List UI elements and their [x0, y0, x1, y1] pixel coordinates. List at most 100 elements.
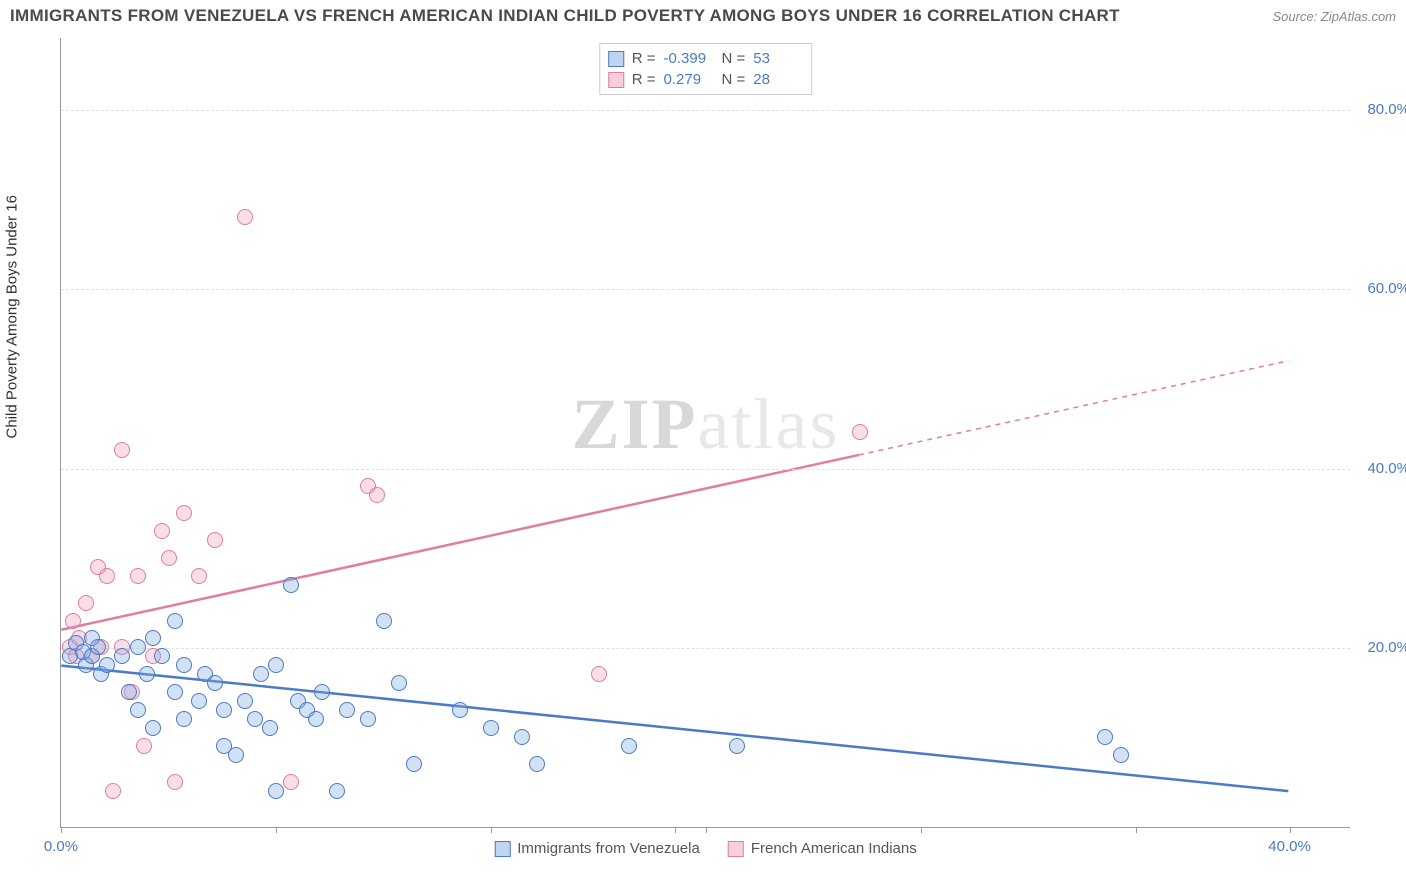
data-point [90, 639, 106, 655]
data-point [360, 711, 376, 727]
data-point [207, 532, 223, 548]
grid-line [61, 648, 1350, 649]
data-point [130, 639, 146, 655]
source-label: Source: ZipAtlas.com [1272, 9, 1396, 24]
data-point [369, 487, 385, 503]
grid-line [61, 110, 1350, 111]
data-point [167, 684, 183, 700]
swatch-pink-icon [728, 841, 744, 857]
x-tick-mark [61, 827, 62, 833]
data-point [308, 711, 324, 727]
data-point [852, 424, 868, 440]
data-point [406, 756, 422, 772]
data-point [161, 550, 177, 566]
data-point [268, 783, 284, 799]
trend-lines [61, 38, 1350, 827]
data-point [65, 613, 81, 629]
y-tick-label: 20.0% [1355, 639, 1406, 656]
data-point [228, 747, 244, 763]
data-point [253, 666, 269, 682]
data-point [391, 675, 407, 691]
data-point [483, 720, 499, 736]
chart-title: IMMIGRANTS FROM VENEZUELA VS FRENCH AMER… [10, 6, 1120, 26]
y-tick-label: 80.0% [1355, 101, 1406, 118]
x-tick-label: 40.0% [1268, 838, 1311, 855]
data-point [237, 209, 253, 225]
data-point [237, 693, 253, 709]
data-point [114, 442, 130, 458]
data-point [99, 568, 115, 584]
data-point [176, 505, 192, 521]
watermark-zip: ZIP [572, 384, 698, 464]
data-point [376, 613, 392, 629]
data-point [268, 657, 284, 673]
x-minor-tick [491, 827, 492, 833]
data-point [729, 738, 745, 754]
stat-n-pink: 28 [753, 71, 803, 88]
data-point [191, 693, 207, 709]
x-minor-tick [276, 827, 277, 833]
data-point [314, 684, 330, 700]
x-tick-mark [675, 827, 676, 833]
swatch-pink-icon [608, 72, 624, 88]
x-tick-mark [1290, 827, 1291, 833]
data-point [262, 720, 278, 736]
data-point [154, 523, 170, 539]
data-point [329, 783, 345, 799]
legend-item-pink: French American Indians [728, 840, 917, 857]
series-legend: Immigrants from Venezuela French America… [494, 840, 917, 857]
watermark-atlas: atlas [698, 384, 840, 464]
x-minor-tick [1136, 827, 1137, 833]
data-point [191, 568, 207, 584]
data-point [1097, 729, 1113, 745]
data-point [514, 729, 530, 745]
y-tick-label: 40.0% [1355, 460, 1406, 477]
x-minor-tick [921, 827, 922, 833]
data-point [591, 666, 607, 682]
data-point [105, 783, 121, 799]
data-point [452, 702, 468, 718]
stats-row-blue: R = -0.399 N = 53 [608, 48, 804, 69]
data-point [621, 738, 637, 754]
data-point [283, 577, 299, 593]
data-point [207, 675, 223, 691]
data-point [167, 613, 183, 629]
stat-n-blue: 53 [753, 50, 803, 67]
data-point [99, 657, 115, 673]
swatch-blue-icon [608, 51, 624, 67]
grid-line [61, 289, 1350, 290]
y-axis-label: Child Poverty Among Boys Under 16 [4, 195, 21, 438]
data-point [78, 595, 94, 611]
stats-row-pink: R = 0.279 N = 28 [608, 69, 804, 90]
swatch-blue-icon [494, 841, 510, 857]
data-point [216, 702, 232, 718]
data-point [121, 684, 137, 700]
x-tick-label: 0.0% [44, 838, 78, 855]
stat-n-label: N = [722, 50, 746, 67]
y-tick-label: 60.0% [1355, 280, 1406, 297]
stat-r-label: R = [632, 50, 656, 67]
data-point [339, 702, 355, 718]
data-point [139, 666, 155, 682]
data-point [176, 657, 192, 673]
data-point [130, 702, 146, 718]
data-point [145, 630, 161, 646]
watermark: ZIPatlas [572, 383, 840, 466]
data-point [136, 738, 152, 754]
data-point [1113, 747, 1129, 763]
data-point [145, 720, 161, 736]
data-point [283, 774, 299, 790]
data-point [154, 648, 170, 664]
legend-item-blue: Immigrants from Venezuela [494, 840, 700, 857]
stat-n-label: N = [722, 71, 746, 88]
stat-r-label: R = [632, 71, 656, 88]
grid-line [61, 469, 1350, 470]
legend-label-blue: Immigrants from Venezuela [517, 840, 700, 857]
stat-r-blue: -0.399 [664, 50, 714, 67]
data-point [529, 756, 545, 772]
scatter-chart: ZIPatlas R = -0.399 N = 53 R = 0.279 N =… [60, 38, 1350, 828]
stat-r-pink: 0.279 [664, 71, 714, 88]
legend-label-pink: French American Indians [751, 840, 917, 857]
data-point [167, 774, 183, 790]
data-point [130, 568, 146, 584]
